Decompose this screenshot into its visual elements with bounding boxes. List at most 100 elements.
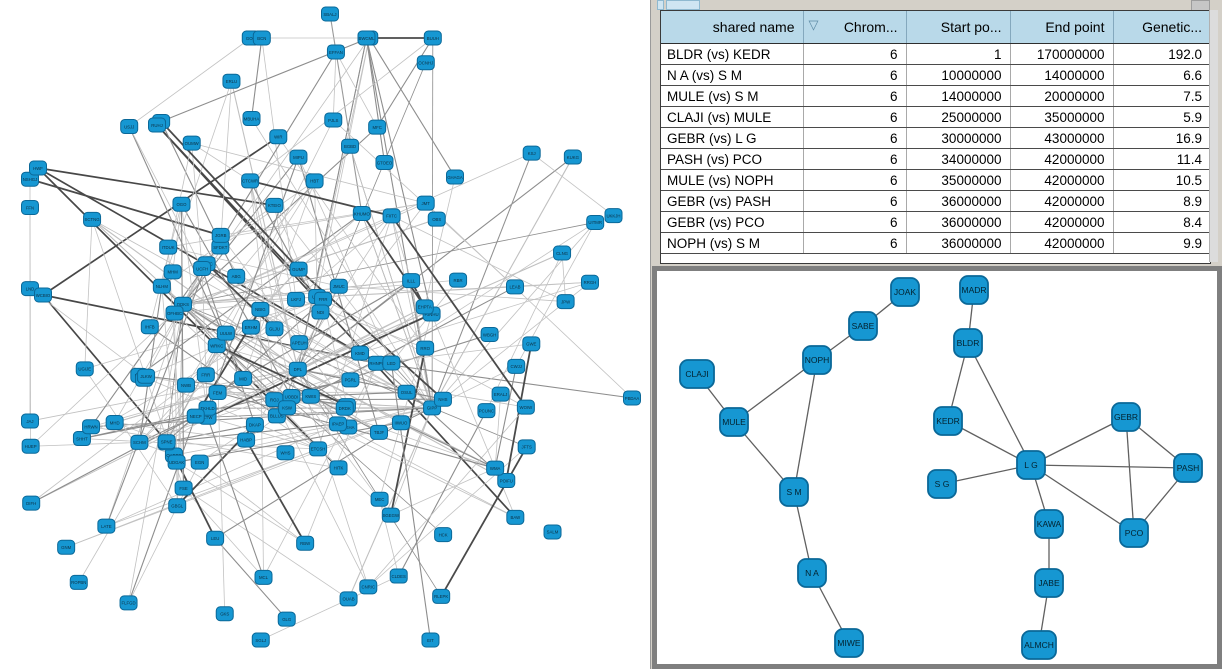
table-cell[interactable]: 6 (803, 43, 907, 65)
network-node[interactable]: SPNE (157, 434, 176, 450)
network-node[interactable]: LED (382, 355, 401, 371)
table-cell[interactable]: MULE (vs) S M (661, 85, 804, 107)
table-cell[interactable]: 42000000 (1010, 211, 1114, 233)
network-node[interactable]: FRR (196, 367, 215, 383)
network-node[interactable]: DRDK (335, 400, 354, 416)
table-cell[interactable]: 6 (803, 169, 907, 191)
table-cell[interactable]: BLDR (vs) KEDR (661, 43, 804, 65)
network-node[interactable]: LEU (206, 530, 225, 546)
network-node-JOAK[interactable]: JOAK (890, 277, 920, 307)
table-row[interactable]: MULE (vs) NOPH 6 35000000 42000000 10.5 (661, 169, 1210, 191)
network-node[interactable]: EHPTA (415, 299, 434, 315)
network-node[interactable]: GKS (215, 606, 234, 622)
network-node[interactable]: PCUNC (477, 403, 496, 419)
network-edge-LG-PCO[interactable] (1030, 464, 1135, 534)
network-node[interactable]: OUMW (182, 135, 201, 151)
network-node[interactable]: MEC (370, 491, 389, 507)
network-node[interactable]: KTEIO (265, 197, 284, 213)
table-cell[interactable]: 10000000 (906, 64, 1011, 86)
network-edge-NOPH-SM[interactable] (793, 359, 818, 493)
network-node[interactable]: KHUMO (352, 205, 371, 221)
network-node[interactable]: WCBIO (34, 287, 52, 303)
table-cell[interactable]: 42000000 (1010, 148, 1114, 170)
network-node[interactable]: IIWUO (391, 415, 410, 431)
network-node[interactable]: FSE (174, 480, 193, 496)
network-node[interactable]: GNM (57, 539, 76, 555)
network-node[interactable]: ROPBN (69, 574, 88, 590)
network-node[interactable]: MFC (368, 119, 387, 135)
network-node[interactable]: SBALJ (321, 6, 339, 22)
network-node[interactable]: HABP (237, 432, 256, 448)
network-node[interactable]: ITDUK (159, 239, 178, 255)
network-node[interactable]: GLJU (265, 321, 284, 337)
network-node[interactable]: UKKJH (604, 208, 623, 224)
network-node[interactable]: NSHGJ (21, 171, 39, 187)
network-node[interactable]: NHS (433, 391, 452, 407)
network-node[interactable]: JPW (556, 294, 575, 310)
table-cell[interactable]: GEBR (vs) L G (661, 127, 804, 149)
network-node-PASH[interactable]: PASH (1173, 453, 1203, 483)
network-node-JABE[interactable]: JABE (1034, 568, 1064, 598)
network-node-NA[interactable]: N A (797, 558, 827, 588)
network-node[interactable]: CNRIC (359, 579, 378, 595)
network-node[interactable]: HBT (305, 173, 324, 189)
network-node[interactable]: JLKW (137, 368, 156, 384)
network-node[interactable]: LATE (97, 518, 116, 534)
network-node[interactable]: SCTNG (83, 211, 102, 227)
network-node[interactable]: SGEGW (381, 507, 400, 523)
table-row[interactable]: CLAJI (vs) MULE 6 25000000 35000000 5.9 (661, 106, 1210, 128)
table-row[interactable]: MULE (vs) S M 6 14000000 20000000 7.5 (661, 85, 1210, 107)
table-row[interactable]: NOPH (vs) S M 6 36000000 42000000 9.9 (661, 232, 1210, 254)
network-node[interactable]: NWB (177, 377, 196, 393)
table-cell[interactable]: 5.9 (1113, 106, 1210, 128)
column-header-start-position[interactable]: Start po... (906, 11, 1011, 44)
network-node[interactable]: WHS (276, 445, 295, 461)
table-cell[interactable]: 42000000 (1010, 190, 1114, 212)
sub-network-canvas[interactable]: JOAK MADR SABE BLDR NOPH CLAJI GEBR MULE KEDR L G… (657, 271, 1217, 664)
network-node[interactable]: NLHM (152, 278, 171, 294)
network-node[interactable]: ILLL (402, 273, 421, 289)
network-node[interactable]: JMT (416, 195, 435, 211)
network-node[interactable]: APEUH (290, 335, 309, 351)
network-node[interactable]: EGN (190, 454, 209, 470)
table-cell[interactable]: 42000000 (1010, 169, 1114, 191)
network-node[interactable]: MIPU (289, 149, 308, 165)
table-cell[interactable]: CLAJI (vs) MULE (661, 106, 804, 128)
network-node[interactable]: SALM (543, 524, 562, 540)
network-node[interactable]: HCK (434, 527, 453, 543)
network-node[interactable]: WOIW (516, 399, 535, 415)
table-cell[interactable]: 6 (803, 85, 907, 107)
network-node[interactable]: TBJF (370, 424, 389, 440)
table-cell[interactable]: GEBR (vs) PASH (661, 190, 804, 212)
network-node[interactable]: RUHJ (148, 117, 166, 133)
table-row[interactable]: GEBR (vs) L G 6 30000000 43000000 16.9 (661, 127, 1210, 149)
network-node[interactable]: GTOEO (375, 155, 394, 171)
table-cell[interactable]: 1 (906, 43, 1011, 65)
network-node[interactable]: ERHM (241, 319, 260, 335)
network-node-KAWA[interactable]: KAWA (1034, 509, 1064, 539)
table-cell[interactable]: 36000000 (906, 232, 1011, 254)
network-node[interactable]: WMA (486, 460, 505, 476)
network-node-KEDR[interactable]: KEDR (933, 406, 963, 436)
network-node[interactable]: MHM (163, 264, 182, 280)
table-cell[interactable]: 16.9 (1113, 127, 1210, 149)
network-node-SG[interactable]: S G (927, 469, 957, 499)
table-cell[interactable]: N A (vs) S M (661, 64, 804, 86)
table-row[interactable]: PASH (vs) PCO 6 34000000 42000000 11.4 (661, 148, 1210, 170)
table-cell[interactable]: 25000000 (906, 106, 1011, 128)
network-node[interactable]: CLDES (389, 568, 408, 584)
network-node[interactable]: OUAB (339, 591, 358, 607)
network-node[interactable]: JGRB (211, 227, 230, 243)
network-edge-LG-GEBR[interactable] (1030, 416, 1127, 466)
table-cell[interactable]: NOPH (vs) S M (661, 232, 804, 254)
network-node[interactable]: JMUC (329, 278, 348, 294)
table-row[interactable]: GEBR (vs) PASH 6 36000000 42000000 8.9 (661, 190, 1210, 212)
column-header-genetic[interactable]: Genetic... (1113, 11, 1210, 44)
table-cell[interactable]: GEBR (vs) PCO (661, 211, 804, 233)
network-node[interactable]: HITK (329, 460, 348, 476)
network-node[interactable]: BUUH (423, 30, 442, 46)
network-node[interactable]: HUEP (21, 438, 40, 454)
network-node[interactable]: BCN (252, 30, 271, 46)
network-node[interactable]: PJLS (324, 112, 343, 128)
network-node[interactable]: WIR (269, 129, 288, 145)
